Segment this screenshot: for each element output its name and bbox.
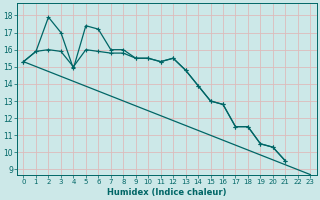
X-axis label: Humidex (Indice chaleur): Humidex (Indice chaleur) [107,188,227,197]
